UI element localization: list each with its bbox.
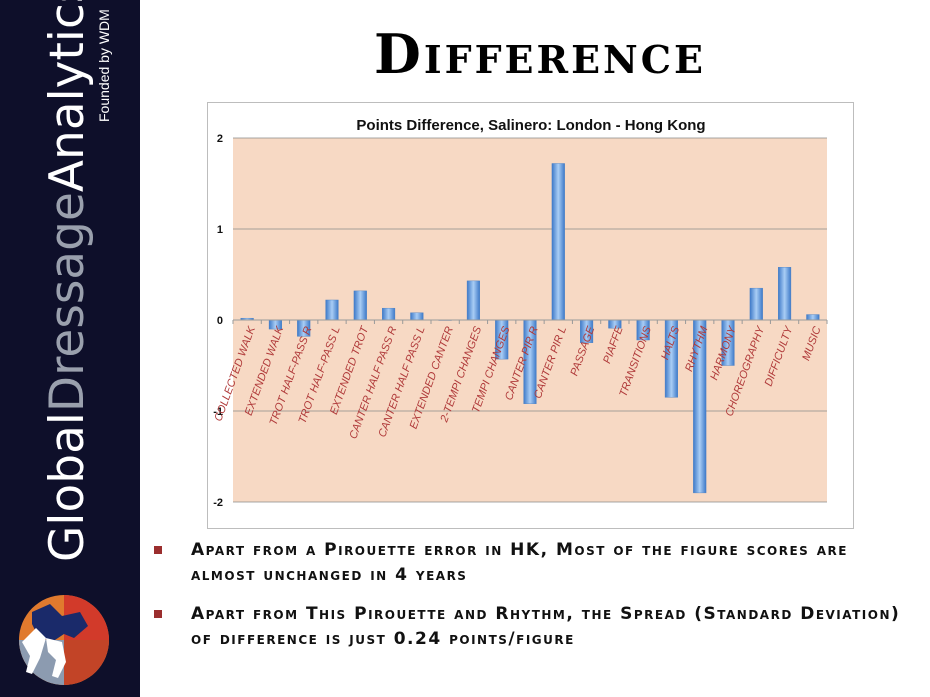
sidebar: GlobalDressageAnalytics Founded by WDM: [0, 0, 140, 697]
bar: [778, 267, 792, 321]
y-axis-ticks: 2 1 0 -1 -2: [213, 133, 223, 509]
bar: [806, 314, 820, 321]
chart-title: Points Difference, Salinero: London - Ho…: [356, 117, 705, 134]
y-tick-label: 0: [217, 315, 223, 327]
bullet-text: Apart from a Pirouette error in HK, Most…: [191, 540, 848, 585]
difference-bar-chart: Points Difference, Salinero: London - Ho…: [212, 117, 828, 509]
bullet-text: Apart from This Pirouette and Rhythm, th…: [191, 604, 901, 649]
brand-global: Global: [40, 412, 95, 562]
bar: [466, 280, 480, 321]
bullet-marker: [154, 610, 162, 618]
bar: [382, 307, 396, 321]
bar: [551, 163, 565, 321]
bars: [240, 163, 820, 494]
y-tick-label: -2: [213, 497, 223, 509]
bar: [353, 290, 367, 321]
y-tick-label: 1: [217, 224, 223, 236]
dressage-logo-icon: [19, 595, 109, 685]
gridlines: [233, 137, 827, 503]
bullet-marker: [154, 546, 162, 554]
x-axis-ticks: [232, 320, 828, 324]
brand-tagline: Founded by WDM: [96, 9, 112, 122]
bar: [749, 287, 763, 321]
brand-dressage: Dressage: [40, 192, 95, 413]
bullet-list: Apart from a Pirouette error in HK, Most…: [150, 538, 910, 666]
chart-frame: Points Difference, Salinero: London - Ho…: [207, 102, 854, 529]
bar: [410, 312, 424, 321]
brand-wordmark: GlobalDressageAnalytics: [40, 0, 95, 562]
y-tick-label: 2: [217, 133, 223, 145]
brand-analytics: Analytics: [40, 0, 95, 193]
y-tick-label: -1: [213, 406, 223, 418]
slide-title: Difference: [373, 22, 706, 86]
bullet-item: Apart from a Pirouette error in HK, Most…: [150, 538, 910, 588]
bar: [325, 299, 339, 321]
bullet-item: Apart from This Pirouette and Rhythm, th…: [150, 602, 910, 652]
